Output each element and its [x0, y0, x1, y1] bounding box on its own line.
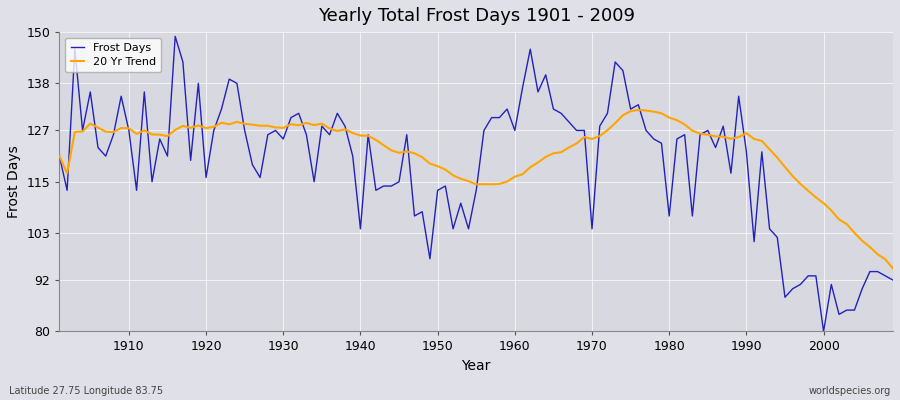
20 Yr Trend: [633, 108, 643, 112]
Frost Days: [818, 329, 829, 334]
Frost Days: [116, 94, 127, 99]
Frost Days: [54, 154, 65, 158]
20 Yr Trend: [509, 174, 520, 179]
20 Yr Trend: [285, 122, 296, 127]
Frost Days: [610, 60, 621, 64]
Text: worldspecies.org: worldspecies.org: [809, 386, 891, 396]
Text: Latitude 27.75 Longitude 83.75: Latitude 27.75 Longitude 83.75: [9, 386, 163, 396]
Title: Yearly Total Frost Days 1901 - 2009: Yearly Total Frost Days 1901 - 2009: [318, 7, 634, 25]
Frost Days: [293, 111, 304, 116]
Frost Days: [339, 124, 350, 128]
Y-axis label: Frost Days: Frost Days: [7, 145, 21, 218]
20 Yr Trend: [116, 126, 127, 130]
X-axis label: Year: Year: [462, 359, 490, 373]
Frost Days: [509, 128, 520, 133]
Line: Frost Days: Frost Days: [59, 36, 893, 332]
20 Yr Trend: [501, 179, 512, 184]
20 Yr Trend: [602, 128, 613, 133]
20 Yr Trend: [887, 266, 898, 271]
Frost Days: [887, 278, 898, 282]
Line: 20 Yr Trend: 20 Yr Trend: [59, 110, 893, 268]
20 Yr Trend: [332, 129, 343, 134]
20 Yr Trend: [54, 154, 65, 158]
Frost Days: [518, 85, 528, 90]
Frost Days: [170, 34, 181, 39]
Legend: Frost Days, 20 Yr Trend: Frost Days, 20 Yr Trend: [65, 38, 161, 72]
